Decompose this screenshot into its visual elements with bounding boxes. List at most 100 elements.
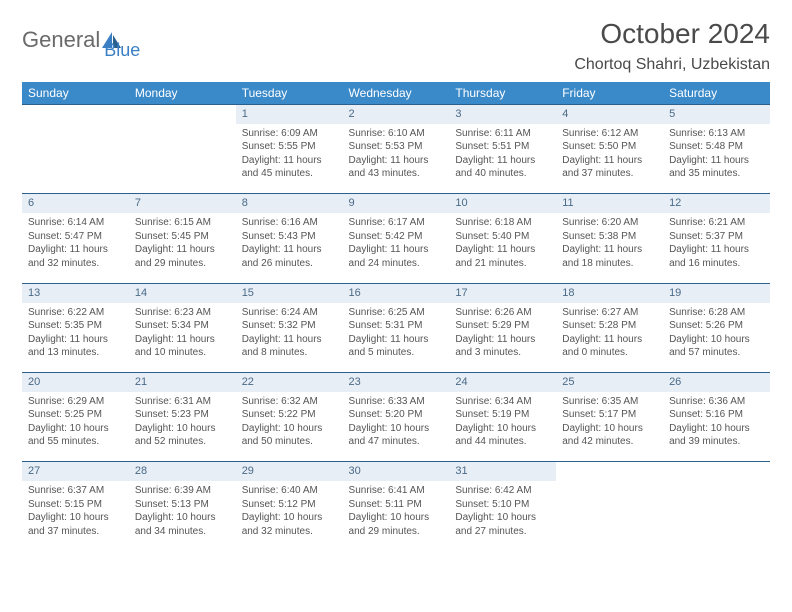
day-content: Sunrise: 6:40 AMSunset: 5:12 PMDaylight:…	[236, 481, 343, 551]
sunset-line: Sunset: 5:26 PM	[669, 319, 764, 333]
day-number: 29	[236, 462, 343, 481]
day-content: Sunrise: 6:35 AMSunset: 5:17 PMDaylight:…	[556, 392, 663, 462]
empty-cell	[22, 105, 129, 124]
daylight-line: Daylight: 11 hours and 8 minutes.	[242, 333, 337, 360]
sunset-line: Sunset: 5:28 PM	[562, 319, 657, 333]
day-content: Sunrise: 6:24 AMSunset: 5:32 PMDaylight:…	[236, 303, 343, 373]
day-content: Sunrise: 6:20 AMSunset: 5:38 PMDaylight:…	[556, 213, 663, 283]
daylight-line: Daylight: 10 hours and 52 minutes.	[135, 422, 230, 449]
daylight-line: Daylight: 11 hours and 29 minutes.	[135, 243, 230, 270]
sunrise-line: Sunrise: 6:35 AM	[562, 395, 657, 409]
week-content-row: Sunrise: 6:09 AMSunset: 5:55 PMDaylight:…	[22, 124, 770, 194]
sunrise-line: Sunrise: 6:15 AM	[135, 216, 230, 230]
sunset-line: Sunset: 5:20 PM	[349, 408, 444, 422]
sunset-line: Sunset: 5:40 PM	[455, 230, 550, 244]
daylight-line: Daylight: 10 hours and 47 minutes.	[349, 422, 444, 449]
day-number: 26	[663, 373, 770, 392]
day-content: Sunrise: 6:33 AMSunset: 5:20 PMDaylight:…	[343, 392, 450, 462]
daylight-line: Daylight: 11 hours and 35 minutes.	[669, 154, 764, 181]
sunset-line: Sunset: 5:22 PM	[242, 408, 337, 422]
day-number: 20	[22, 373, 129, 392]
daylight-line: Daylight: 11 hours and 5 minutes.	[349, 333, 444, 360]
day-content: Sunrise: 6:13 AMSunset: 5:48 PMDaylight:…	[663, 124, 770, 194]
header: General Blue October 2024 Chortoq Shahri…	[22, 18, 770, 74]
day-content: Sunrise: 6:26 AMSunset: 5:29 PMDaylight:…	[449, 303, 556, 373]
col-monday: Monday	[129, 82, 236, 105]
sunset-line: Sunset: 5:50 PM	[562, 140, 657, 154]
sunrise-line: Sunrise: 6:12 AM	[562, 127, 657, 141]
sunset-line: Sunset: 5:23 PM	[135, 408, 230, 422]
day-number: 12	[663, 194, 770, 213]
day-number: 3	[449, 105, 556, 124]
daylight-line: Daylight: 11 hours and 32 minutes.	[28, 243, 123, 270]
col-thursday: Thursday	[449, 82, 556, 105]
day-number: 13	[22, 283, 129, 302]
sunrise-line: Sunrise: 6:11 AM	[455, 127, 550, 141]
sunset-line: Sunset: 5:25 PM	[28, 408, 123, 422]
day-content: Sunrise: 6:12 AMSunset: 5:50 PMDaylight:…	[556, 124, 663, 194]
week-daynum-row: 2728293031	[22, 462, 770, 481]
day-content: Sunrise: 6:09 AMSunset: 5:55 PMDaylight:…	[236, 124, 343, 194]
calendar-table: Sunday Monday Tuesday Wednesday Thursday…	[22, 82, 770, 551]
sunset-line: Sunset: 5:34 PM	[135, 319, 230, 333]
daylight-line: Daylight: 10 hours and 50 minutes.	[242, 422, 337, 449]
sunrise-line: Sunrise: 6:29 AM	[28, 395, 123, 409]
week-content-row: Sunrise: 6:37 AMSunset: 5:15 PMDaylight:…	[22, 481, 770, 551]
daylight-line: Daylight: 11 hours and 0 minutes.	[562, 333, 657, 360]
day-content: Sunrise: 6:32 AMSunset: 5:22 PMDaylight:…	[236, 392, 343, 462]
daylight-line: Daylight: 10 hours and 57 minutes.	[669, 333, 764, 360]
day-number: 18	[556, 283, 663, 302]
logo: General Blue	[22, 18, 140, 61]
day-content: Sunrise: 6:16 AMSunset: 5:43 PMDaylight:…	[236, 213, 343, 283]
sunset-line: Sunset: 5:13 PM	[135, 498, 230, 512]
day-content: Sunrise: 6:17 AMSunset: 5:42 PMDaylight:…	[343, 213, 450, 283]
sunrise-line: Sunrise: 6:20 AM	[562, 216, 657, 230]
sunset-line: Sunset: 5:42 PM	[349, 230, 444, 244]
day-number: 22	[236, 373, 343, 392]
daylight-line: Daylight: 10 hours and 37 minutes.	[28, 511, 123, 538]
daylight-line: Daylight: 10 hours and 55 minutes.	[28, 422, 123, 449]
daylight-line: Daylight: 11 hours and 18 minutes.	[562, 243, 657, 270]
week-daynum-row: 13141516171819	[22, 283, 770, 302]
sunset-line: Sunset: 5:47 PM	[28, 230, 123, 244]
daylight-line: Daylight: 10 hours and 42 minutes.	[562, 422, 657, 449]
day-number: 4	[556, 105, 663, 124]
month-title: October 2024	[574, 18, 770, 50]
sunset-line: Sunset: 5:35 PM	[28, 319, 123, 333]
empty-cell	[556, 481, 663, 551]
day-number: 8	[236, 194, 343, 213]
sunrise-line: Sunrise: 6:36 AM	[669, 395, 764, 409]
sunrise-line: Sunrise: 6:27 AM	[562, 306, 657, 320]
day-content: Sunrise: 6:39 AMSunset: 5:13 PMDaylight:…	[129, 481, 236, 551]
day-number: 9	[343, 194, 450, 213]
day-number: 1	[236, 105, 343, 124]
empty-cell	[22, 124, 129, 194]
sunrise-line: Sunrise: 6:28 AM	[669, 306, 764, 320]
sunrise-line: Sunrise: 6:25 AM	[349, 306, 444, 320]
daylight-line: Daylight: 11 hours and 3 minutes.	[455, 333, 550, 360]
day-number: 25	[556, 373, 663, 392]
day-number: 30	[343, 462, 450, 481]
daylight-line: Daylight: 11 hours and 26 minutes.	[242, 243, 337, 270]
day-content: Sunrise: 6:31 AMSunset: 5:23 PMDaylight:…	[129, 392, 236, 462]
sunrise-line: Sunrise: 6:09 AM	[242, 127, 337, 141]
sunset-line: Sunset: 5:32 PM	[242, 319, 337, 333]
sunrise-line: Sunrise: 6:32 AM	[242, 395, 337, 409]
sunset-line: Sunset: 5:17 PM	[562, 408, 657, 422]
sunrise-line: Sunrise: 6:37 AM	[28, 484, 123, 498]
day-content: Sunrise: 6:21 AMSunset: 5:37 PMDaylight:…	[663, 213, 770, 283]
daylight-line: Daylight: 11 hours and 10 minutes.	[135, 333, 230, 360]
col-sunday: Sunday	[22, 82, 129, 105]
day-number: 14	[129, 283, 236, 302]
day-number: 16	[343, 283, 450, 302]
daylight-line: Daylight: 10 hours and 32 minutes.	[242, 511, 337, 538]
sunrise-line: Sunrise: 6:21 AM	[669, 216, 764, 230]
daylight-line: Daylight: 11 hours and 13 minutes.	[28, 333, 123, 360]
day-content: Sunrise: 6:42 AMSunset: 5:10 PMDaylight:…	[449, 481, 556, 551]
empty-cell	[129, 124, 236, 194]
sunset-line: Sunset: 5:51 PM	[455, 140, 550, 154]
week-daynum-row: 6789101112	[22, 194, 770, 213]
sunset-line: Sunset: 5:10 PM	[455, 498, 550, 512]
sunrise-line: Sunrise: 6:26 AM	[455, 306, 550, 320]
day-content: Sunrise: 6:27 AMSunset: 5:28 PMDaylight:…	[556, 303, 663, 373]
